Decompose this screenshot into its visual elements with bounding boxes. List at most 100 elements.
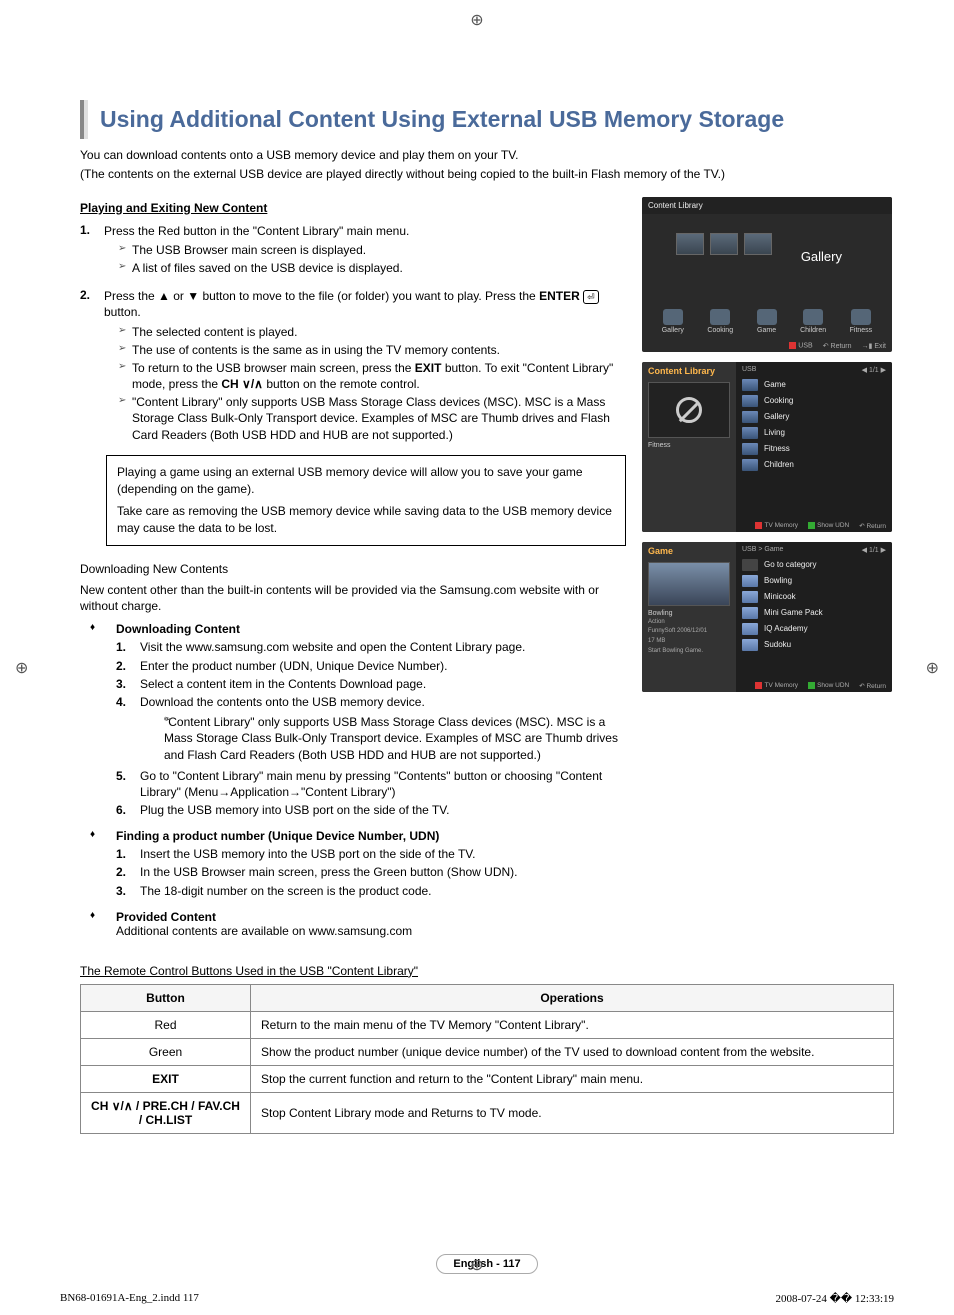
registration-mark-bottom: ⊕ bbox=[470, 1255, 483, 1275]
cell-exit: EXIT bbox=[81, 1065, 251, 1092]
registration-mark-top: ⊕ bbox=[470, 10, 483, 30]
page-number: English - 117 bbox=[80, 1254, 894, 1274]
note-2: Take care as removing the USB memory dev… bbox=[117, 503, 615, 537]
tv1-foot-usb: USB bbox=[789, 342, 812, 350]
intro-line-1: You can download contents onto a USB mem… bbox=[80, 147, 894, 164]
tv3-row-sudoku: Sudoku bbox=[742, 637, 886, 653]
step-2-text-b: button. bbox=[104, 305, 141, 319]
s2b3a: To return to the USB browser main screen… bbox=[132, 361, 415, 375]
enter-icon: ⏎ bbox=[583, 290, 599, 304]
table-caption: The Remote Control Buttons Used in the U… bbox=[80, 964, 894, 978]
tv3-row-category: Go to category bbox=[742, 557, 886, 573]
tv2-r5: Fitness bbox=[764, 444, 790, 453]
tv2-r4: Living bbox=[764, 428, 785, 437]
th-button: Button bbox=[81, 984, 251, 1011]
tv2-row-cooking: Cooking bbox=[742, 393, 886, 409]
provided-content-block: Provided Content Additional contents are… bbox=[102, 910, 626, 938]
cell-red-op: Return to the main menu of the TV Memory… bbox=[251, 1011, 894, 1038]
tv1-icon-cooking: Cooking bbox=[707, 309, 733, 334]
tv2-thumb bbox=[648, 382, 730, 438]
dc-6: Plug the USB memory into USB port on the… bbox=[140, 802, 626, 818]
step-2-text-a: Press the ▲ or ▼ button to move to the f… bbox=[104, 289, 539, 303]
dc-4-num: 4. bbox=[116, 694, 140, 766]
cell-green: Green bbox=[81, 1038, 251, 1065]
tv3-foot-return: ↶ Return bbox=[859, 682, 886, 690]
tv1-f1: USB bbox=[798, 342, 812, 349]
udn-1-num: 1. bbox=[116, 846, 140, 862]
table-row: Red Return to the main menu of the TV Me… bbox=[81, 1011, 894, 1038]
enter-label: ENTER bbox=[539, 289, 580, 303]
tv3-caption: Bowling bbox=[648, 610, 730, 617]
tv3-r5: IQ Academy bbox=[764, 624, 808, 633]
step-2-bullet-2: The use of contents is the same as in us… bbox=[118, 342, 626, 358]
cell-green-op: Show the product number (unique device n… bbox=[251, 1038, 894, 1065]
exit-label: EXIT bbox=[415, 361, 442, 375]
dc-2: Enter the product number (UDN, Unique De… bbox=[140, 658, 626, 674]
tv-screenshot-gallery: Content Library Gallery Gallery Cooking … bbox=[642, 197, 892, 352]
tv-screenshot-game-list: Game Bowling Action FunnySoft 2006/12/01… bbox=[642, 542, 892, 692]
tv1-foot-exit: →▮ Exit bbox=[862, 342, 886, 350]
tv2-r6: Children bbox=[764, 460, 794, 469]
table-row: EXIT Stop the current function and retur… bbox=[81, 1065, 894, 1092]
playing-heading: Playing and Exiting New Content bbox=[80, 201, 626, 215]
tv3-row-minigame: Mini Game Pack bbox=[742, 605, 886, 621]
tv2-crumb: USB bbox=[742, 366, 756, 374]
tv2-f1: TV Memory bbox=[764, 522, 798, 529]
page-title-block: Using Additional Content Using External … bbox=[80, 100, 894, 139]
tv3-meta-3: 17 MB bbox=[648, 638, 730, 646]
s2b3c: button on the remote control. bbox=[266, 377, 419, 391]
udn-title: Finding a product number (Unique Device … bbox=[116, 829, 626, 843]
tv1-foot-return: ↶ Return bbox=[823, 342, 852, 350]
no-entry-icon bbox=[676, 397, 702, 423]
dc-4: Download the contents onto the USB memor… bbox=[140, 695, 425, 709]
tv3-crumb: USB > Game bbox=[742, 546, 783, 554]
tv1-header: Content Library bbox=[642, 197, 892, 214]
step-1-bullet-2: A list of files saved on the USB device … bbox=[118, 260, 626, 276]
dc-4-note: "Content Library" only supports USB Mass… bbox=[164, 713, 626, 764]
tv1-icon-gallery: Gallery bbox=[662, 309, 684, 334]
tv3-left-title: Game bbox=[648, 546, 730, 556]
tv2-row-fitness: Fitness bbox=[742, 441, 886, 457]
caution-box: Playing a game using an external USB mem… bbox=[106, 455, 626, 546]
dc-3-num: 3. bbox=[116, 676, 140, 692]
tv2-row-children: Children bbox=[742, 457, 886, 473]
tv2-row-living: Living bbox=[742, 425, 886, 441]
dc-2-num: 2. bbox=[116, 658, 140, 674]
step-2-num: 2. bbox=[80, 288, 104, 445]
tv2-left-title: Content Library bbox=[648, 366, 730, 376]
tv1-icon-fitness: Fitness bbox=[850, 309, 873, 334]
tv2-r3: Gallery bbox=[764, 412, 789, 421]
page-title: Using Additional Content Using External … bbox=[100, 106, 894, 133]
tv3-r6: Sudoku bbox=[764, 640, 791, 649]
th-operations: Operations bbox=[251, 984, 894, 1011]
step-2-bullet-4: "Content Library" only supports USB Mass… bbox=[118, 394, 626, 443]
udn-3: The 18-digit number on the screen is the… bbox=[140, 883, 626, 899]
download-para: New content other than the built-in cont… bbox=[80, 582, 626, 614]
dc-3: Select a content item in the Contents Do… bbox=[140, 676, 626, 692]
provided-content-title: Provided Content bbox=[116, 910, 626, 924]
page-number-text: English - 117 bbox=[436, 1254, 537, 1274]
intro-block: You can download contents onto a USB mem… bbox=[80, 147, 894, 183]
note-1: Playing a game using an external USB mem… bbox=[117, 464, 615, 498]
footer-timestamp: 2008-07-24 �� 12:33:19 bbox=[776, 1292, 895, 1305]
tv3-meta-2: FunnySoft 2006/12/01 bbox=[648, 628, 730, 636]
registration-mark-right: ⊕ bbox=[926, 658, 939, 678]
tv2-f3: Return bbox=[866, 523, 886, 530]
udn-2: In the USB Browser main screen, press th… bbox=[140, 864, 626, 880]
tv1-i4: Children bbox=[800, 327, 826, 334]
remote-buttons-table: Button Operations Red Return to the main… bbox=[80, 984, 894, 1134]
provided-content-text: Additional contents are available on www… bbox=[116, 924, 626, 938]
udn-block: Finding a product number (Unique Device … bbox=[102, 829, 626, 900]
step-2-bullet-3: To return to the USB browser main screen… bbox=[118, 360, 626, 392]
tv2-foot-tvmem: TV Memory bbox=[755, 522, 798, 530]
table-row: CH ∨/∧ / PRE.CH / FAV.CH / CH.LIST Stop … bbox=[81, 1092, 894, 1133]
tv3-pager: ◀ 1/1 ▶ bbox=[862, 546, 886, 554]
table-row: Green Show the product number (unique de… bbox=[81, 1038, 894, 1065]
tv2-r1: Game bbox=[764, 380, 786, 389]
tv2-r2: Cooking bbox=[764, 396, 793, 405]
dc-6-num: 6. bbox=[116, 802, 140, 818]
download-heading: Downloading New Contents bbox=[80, 562, 626, 576]
ch-label: CH ∨/∧ bbox=[221, 377, 263, 391]
tv3-f2: Show UDN bbox=[817, 682, 849, 689]
tv3-meta-1: Action bbox=[648, 619, 730, 627]
